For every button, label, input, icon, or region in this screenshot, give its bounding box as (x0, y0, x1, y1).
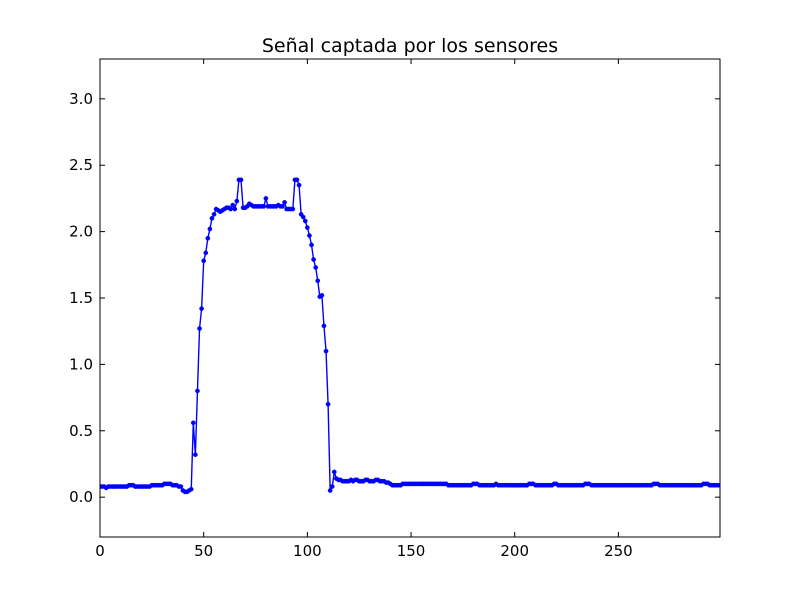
data-point (228, 206, 233, 212)
plot-frame (99, 58, 721, 538)
y-tick-label: 0.5 (69, 422, 93, 440)
data-point (319, 292, 325, 298)
data-point (263, 196, 269, 201)
data-point (234, 198, 240, 204)
x-tick-label: 0 (95, 542, 105, 560)
data-point (178, 484, 184, 489)
data-point (311, 257, 316, 262)
y-tick-label: 1.5 (69, 289, 93, 307)
data-point (325, 401, 331, 407)
x-tick-label: 200 (500, 542, 529, 560)
data-point (207, 226, 213, 232)
data-point (309, 242, 314, 248)
x-tick-label: 150 (397, 542, 426, 560)
data-point (197, 326, 202, 331)
data-point (232, 206, 238, 212)
y-tick-label: 0.0 (69, 488, 93, 506)
data-point (302, 218, 308, 224)
y-tick-label: 2.5 (69, 156, 93, 174)
data-point (331, 469, 337, 475)
data-point (327, 488, 333, 493)
y-tick-label: 2.0 (69, 223, 93, 241)
data-point (313, 265, 318, 270)
data-point (282, 200, 287, 205)
data-point (290, 206, 296, 212)
data-point (261, 204, 267, 209)
data-point (300, 214, 306, 220)
data-point (329, 484, 335, 489)
data-point (294, 177, 300, 183)
x-tick-label: 250 (604, 542, 633, 560)
plot-area (100, 177, 720, 495)
data-point (188, 486, 194, 492)
data-point (209, 215, 215, 221)
data-point (190, 420, 196, 426)
y-tick-label: 1.0 (69, 355, 93, 373)
data-point (315, 278, 321, 284)
data-point (199, 306, 204, 311)
data-point (307, 233, 312, 238)
data-point (296, 182, 302, 188)
data-point (717, 482, 720, 488)
data-point (280, 204, 285, 209)
data-point (201, 258, 207, 264)
series-line (100, 179, 720, 493)
axes: 0 50 100 150 200 250 0.0 0.5 1.0 1.5 2.0 2.5 3.0 (69, 58, 721, 560)
data-point (305, 225, 310, 230)
chart-title: Señal captada por los sensores (262, 35, 558, 57)
data-point (205, 235, 211, 241)
data-point (211, 212, 217, 217)
data-point (193, 452, 198, 458)
data-point (230, 202, 236, 208)
data-point (238, 177, 244, 183)
data-point (323, 348, 329, 354)
data-point (195, 388, 200, 394)
data-point (321, 323, 327, 329)
data-point (203, 250, 209, 256)
x-tick-label: 50 (194, 542, 213, 560)
series-0 (100, 177, 720, 495)
x-tick-label: 100 (293, 542, 322, 560)
y-tick-label: 3.0 (69, 90, 93, 108)
